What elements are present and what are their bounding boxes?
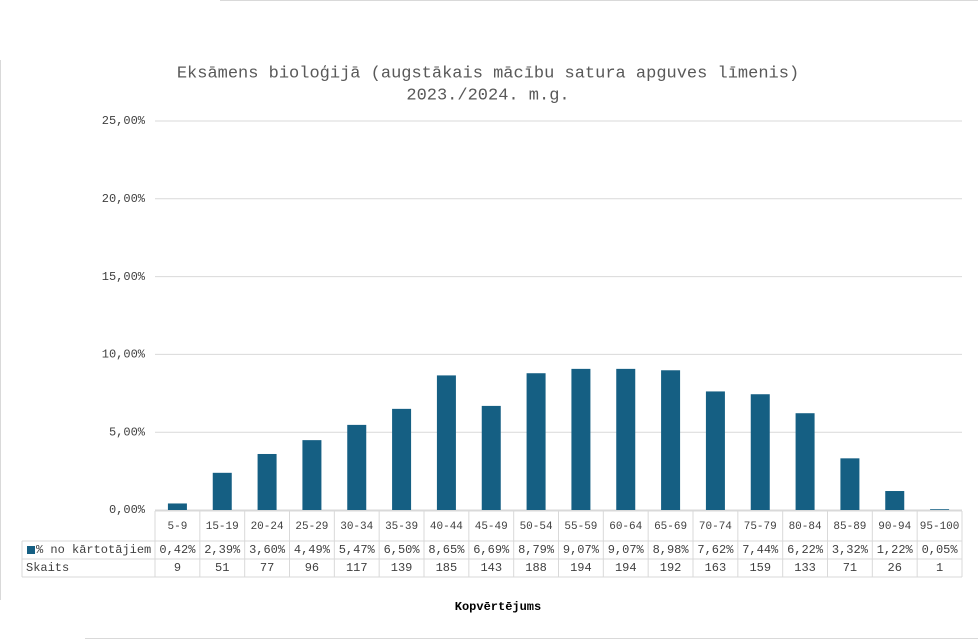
table-value: 26 bbox=[888, 561, 902, 575]
x-tick-label: 25-29 bbox=[295, 521, 328, 533]
table-value: 133 bbox=[794, 561, 816, 575]
bar bbox=[392, 408, 412, 510]
bar bbox=[750, 394, 770, 510]
bar bbox=[571, 368, 591, 510]
table-value: 51 bbox=[215, 561, 229, 575]
y-tick-label: 20,00% bbox=[102, 192, 146, 206]
x-tick-label: 65-69 bbox=[654, 521, 687, 533]
bar bbox=[705, 391, 725, 510]
bar bbox=[302, 440, 322, 510]
x-tick-label: 50-54 bbox=[520, 521, 553, 533]
value-label: 6,50% bbox=[384, 543, 421, 557]
table-value: 163 bbox=[705, 561, 727, 575]
table-value: 9 bbox=[174, 561, 181, 575]
table-value: 194 bbox=[615, 561, 637, 575]
bar bbox=[347, 424, 367, 510]
x-tick-label: 80-84 bbox=[789, 521, 822, 533]
x-tick-label: 15-19 bbox=[206, 521, 239, 533]
value-label: 1,22% bbox=[877, 543, 914, 557]
value-label: 5,47% bbox=[339, 543, 376, 557]
bar bbox=[795, 413, 815, 510]
table-value: 194 bbox=[570, 561, 592, 575]
value-label: 9,07% bbox=[563, 543, 600, 557]
table-value: 159 bbox=[749, 561, 771, 575]
value-label: 6,69% bbox=[473, 543, 510, 557]
legend-label: % no kārtotājiem bbox=[36, 543, 151, 557]
value-label: 8,98% bbox=[653, 543, 690, 557]
y-tick-label: 15,00% bbox=[102, 270, 146, 284]
y-tick-label: 25,00% bbox=[102, 114, 146, 128]
x-tick-label: 90-94 bbox=[878, 521, 911, 533]
chart-title: Eksāmens bioloģijā (augstākais mācību sa… bbox=[177, 64, 799, 83]
table-value: 117 bbox=[346, 561, 368, 575]
x-tick-label: 75-79 bbox=[744, 521, 777, 533]
value-label: 8,65% bbox=[428, 543, 465, 557]
value-label: 0,42% bbox=[159, 543, 196, 557]
table-value: 143 bbox=[480, 561, 502, 575]
x-tick-label: 40-44 bbox=[430, 521, 463, 533]
bar bbox=[526, 373, 546, 510]
x-tick-label: 5-9 bbox=[168, 521, 188, 533]
x-axis-title: Kopvērtējums bbox=[455, 600, 541, 614]
x-tick-label: 85-89 bbox=[833, 521, 866, 533]
table-value: 185 bbox=[436, 561, 458, 575]
value-label: 9,07% bbox=[608, 543, 645, 557]
value-label: 6,22% bbox=[787, 543, 824, 557]
value-label: 8,79% bbox=[518, 543, 555, 557]
bar bbox=[930, 509, 950, 510]
x-tick-label: 95-100 bbox=[920, 521, 960, 533]
x-tick-label: 70-74 bbox=[699, 521, 732, 533]
value-label: 3,32% bbox=[832, 543, 869, 557]
bar bbox=[436, 375, 456, 510]
value-label: 3,60% bbox=[249, 543, 286, 557]
x-tick-label: 45-49 bbox=[475, 521, 508, 533]
y-tick-label: 5,00% bbox=[109, 425, 146, 439]
x-tick-label: 60-64 bbox=[609, 521, 642, 533]
y-tick-label: 10,00% bbox=[102, 348, 146, 362]
bar bbox=[481, 405, 501, 510]
bar bbox=[661, 370, 681, 510]
table-value: 77 bbox=[260, 561, 274, 575]
value-label: 7,62% bbox=[697, 543, 734, 557]
x-tick-label: 20-24 bbox=[251, 521, 284, 533]
table-value: 71 bbox=[843, 561, 857, 575]
x-tick-label: 35-39 bbox=[385, 521, 418, 533]
bar bbox=[840, 458, 860, 510]
value-label: 7,44% bbox=[742, 543, 779, 557]
chart-subtitle: 2023./2024. m.g. bbox=[406, 86, 569, 105]
bar bbox=[885, 491, 905, 510]
x-tick-label: 55-59 bbox=[564, 521, 597, 533]
bar bbox=[167, 503, 187, 510]
table-value: 1 bbox=[936, 561, 943, 575]
row-label: Skaits bbox=[26, 561, 69, 575]
bar bbox=[257, 453, 277, 510]
table-value: 188 bbox=[525, 561, 547, 575]
bar bbox=[212, 472, 232, 510]
value-label: 0,05% bbox=[922, 543, 959, 557]
value-label: 2,39% bbox=[204, 543, 241, 557]
table-value: 96 bbox=[305, 561, 319, 575]
bar bbox=[616, 368, 636, 510]
legend-key bbox=[27, 546, 35, 554]
value-label: 4,49% bbox=[294, 543, 331, 557]
x-tick-label: 30-34 bbox=[340, 521, 373, 533]
table-value: 192 bbox=[660, 561, 682, 575]
table-value: 139 bbox=[391, 561, 413, 575]
y-tick-label: 0,00% bbox=[109, 503, 146, 517]
